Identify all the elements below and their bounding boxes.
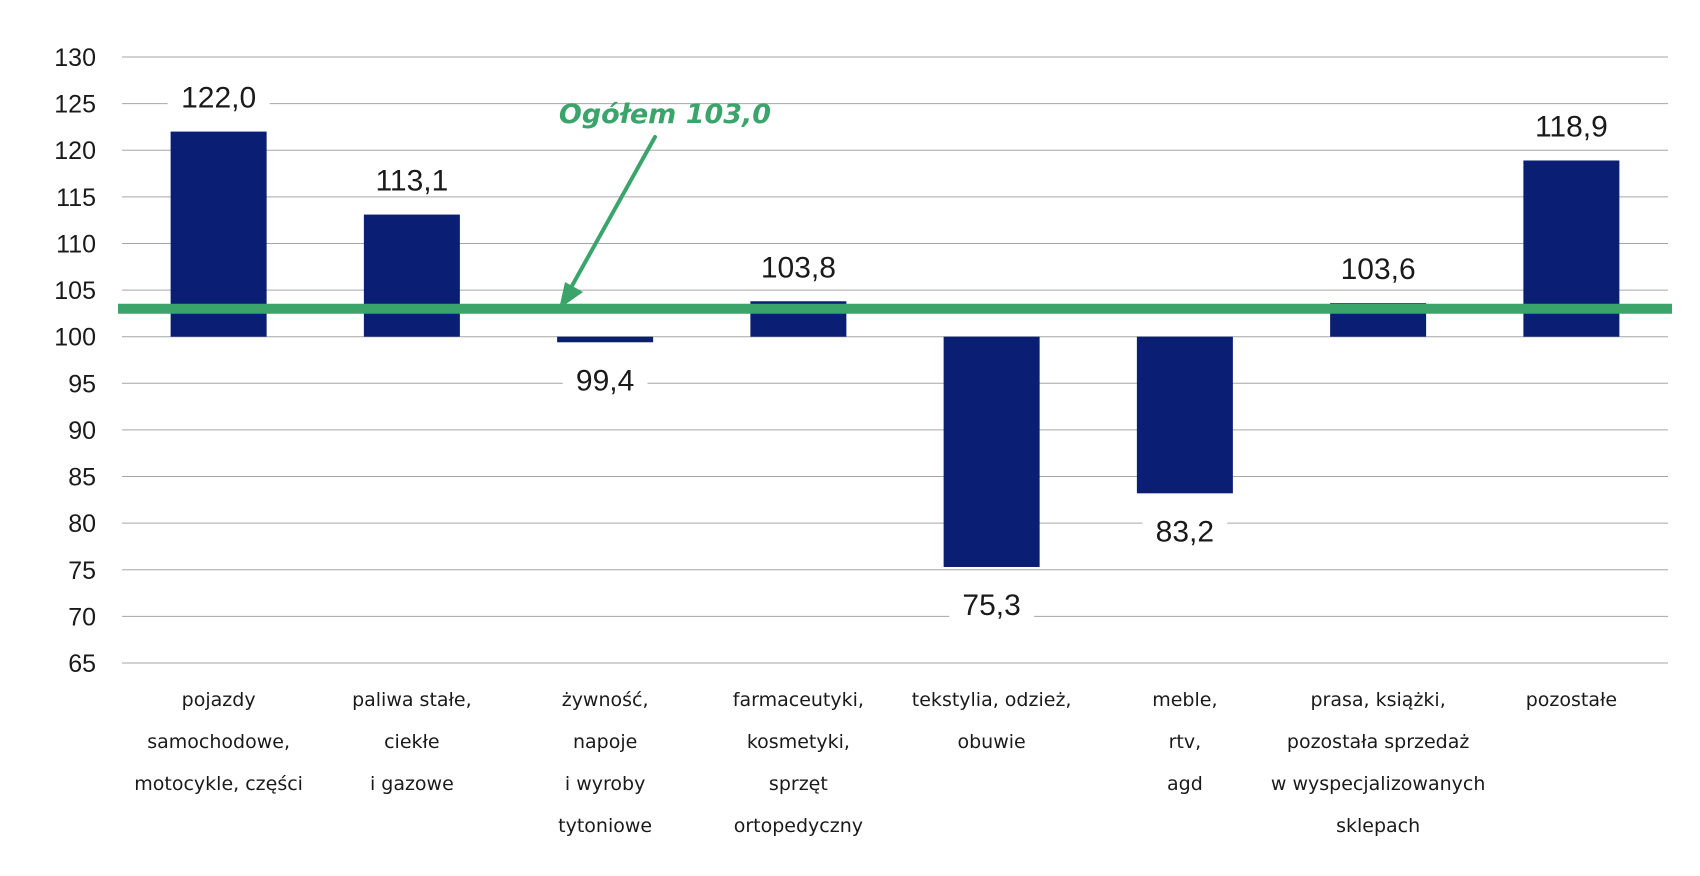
x-tick-label: rtv,	[1169, 731, 1202, 753]
data-label: 103,8	[761, 251, 836, 284]
y-tick-label: 130	[54, 44, 96, 72]
x-tick-label: ortopedyczny	[734, 815, 863, 837]
x-tick-label: samochodowe,	[147, 731, 290, 753]
y-tick-label: 80	[68, 510, 96, 538]
data-label: 113,1	[375, 165, 448, 198]
x-tick-label: kosmetyki,	[747, 731, 850, 753]
data-label: 103,6	[1341, 253, 1416, 286]
y-tick-label: 110	[56, 230, 96, 258]
x-tick-label: sprzęt	[769, 773, 828, 795]
data-label: 99,4	[576, 364, 634, 397]
data-label: 118,9	[1535, 110, 1608, 143]
data-label: 122,0	[181, 82, 256, 115]
y-axis: 65 70 75 80 85 90 95 100 105 110 115 120 125 130	[54, 44, 96, 678]
y-tick-label: 75	[68, 557, 96, 585]
x-tick-label: tekstylia, odzież,	[912, 689, 1072, 711]
bar	[1136, 336, 1233, 494]
data-label: 83,2	[1156, 515, 1214, 548]
x-tick-label: żywność,	[562, 689, 649, 711]
x-tick-label: napoje	[573, 731, 637, 753]
y-tick-label: 70	[68, 603, 96, 631]
y-tick-label: 115	[56, 184, 96, 212]
arrow-head-icon	[559, 282, 583, 309]
bar	[557, 336, 654, 343]
y-tick-label: 90	[68, 417, 96, 445]
x-tick-label: paliwa stałe,	[352, 689, 472, 711]
reference-line-group: Ogółem 103,0	[118, 99, 1672, 314]
data-labels: 122,0 113,1 99,4 103,8 75,3 83,2 103,6 118,9	[181, 82, 1608, 622]
bar	[170, 131, 267, 337]
y-tick-label: 95	[68, 370, 96, 398]
reference-arrow	[566, 135, 657, 295]
gridlines	[122, 56, 1668, 664]
x-tick-label: pozostałe	[1526, 689, 1617, 711]
y-tick-label: 120	[54, 137, 96, 165]
y-tick-label: 125	[54, 91, 96, 119]
x-tick-label: pojazdy	[182, 689, 256, 711]
bar	[943, 336, 1040, 567]
x-tick-label: i wyroby	[565, 773, 645, 795]
x-axis: pojazdy samochodowe, motocykle, części pali…	[134, 689, 1617, 837]
bar	[363, 214, 460, 337]
x-tick-label: motocykle, części	[134, 773, 303, 795]
x-tick-label: pozostała sprzedaż	[1287, 731, 1469, 753]
x-tick-label: sklepach	[1336, 815, 1420, 837]
x-tick-label: meble,	[1152, 689, 1217, 711]
y-tick-label: 65	[68, 650, 96, 678]
y-tick-label: 100	[54, 324, 96, 352]
reference-line-label: Ogółem 103,0	[559, 99, 771, 130]
x-tick-label: ciekłe	[384, 731, 440, 753]
x-tick-label: obuwie	[958, 731, 1026, 753]
x-tick-label: i gazowe	[370, 773, 454, 795]
x-tick-label: tytoniowe	[558, 815, 652, 837]
data-label: 75,3	[962, 589, 1020, 622]
y-tick-label: 105	[54, 277, 96, 305]
x-tick-label: prasa, książki,	[1310, 689, 1445, 711]
x-tick-label: agd	[1167, 773, 1203, 795]
x-tick-label: w wyspecjalizowanych	[1271, 773, 1486, 795]
y-tick-label: 85	[68, 464, 96, 492]
x-tick-label: farmaceutyki,	[733, 689, 864, 711]
